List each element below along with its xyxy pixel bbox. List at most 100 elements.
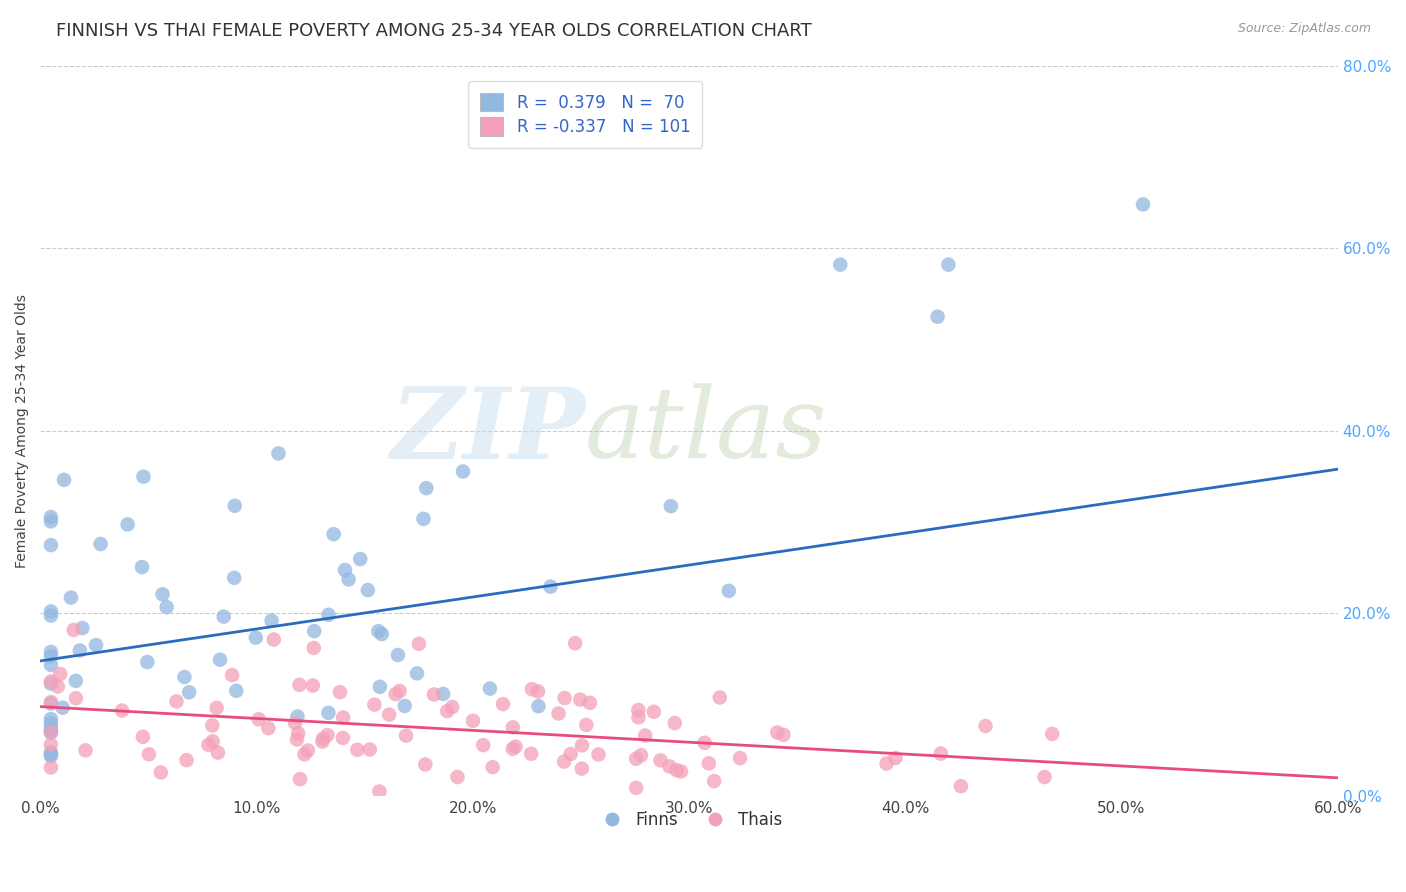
Point bbox=[650, 753, 672, 767]
Point bbox=[225, 683, 247, 698]
Point bbox=[39, 748, 62, 763]
Point bbox=[285, 732, 308, 747]
Point bbox=[492, 697, 515, 711]
Point bbox=[267, 446, 290, 460]
Point bbox=[53, 473, 76, 487]
Point bbox=[974, 719, 997, 733]
Point bbox=[49, 667, 72, 681]
Point bbox=[39, 608, 62, 623]
Point bbox=[569, 692, 592, 706]
Point bbox=[39, 674, 62, 689]
Point bbox=[367, 624, 389, 639]
Point bbox=[579, 696, 602, 710]
Point bbox=[302, 624, 325, 639]
Point bbox=[257, 721, 280, 735]
Point bbox=[39, 725, 62, 739]
Point bbox=[630, 748, 652, 763]
Point bbox=[929, 747, 952, 761]
Point bbox=[39, 712, 62, 726]
Point bbox=[39, 695, 62, 709]
Point bbox=[69, 643, 91, 657]
Point bbox=[693, 736, 716, 750]
Point bbox=[658, 759, 681, 773]
Point bbox=[451, 465, 474, 479]
Point bbox=[165, 694, 187, 708]
Text: FINNISH VS THAI FEMALE POVERTY AMONG 25-34 YEAR OLDS CORRELATION CHART: FINNISH VS THAI FEMALE POVERTY AMONG 25-… bbox=[56, 22, 813, 40]
Point bbox=[481, 760, 503, 774]
Point bbox=[346, 743, 368, 757]
Point bbox=[669, 764, 692, 779]
Point bbox=[39, 721, 62, 735]
Point bbox=[322, 527, 344, 541]
Point bbox=[39, 697, 62, 711]
Point bbox=[39, 676, 62, 690]
Point bbox=[224, 571, 246, 585]
Point bbox=[571, 739, 593, 753]
Point bbox=[703, 774, 725, 789]
Point bbox=[221, 668, 243, 682]
Point bbox=[288, 678, 311, 692]
Point bbox=[359, 742, 381, 756]
Point bbox=[156, 600, 179, 615]
Point bbox=[830, 258, 852, 272]
Text: atlas: atlas bbox=[585, 384, 828, 478]
Point bbox=[245, 631, 267, 645]
Point bbox=[665, 763, 688, 777]
Point bbox=[179, 685, 201, 699]
Point bbox=[1033, 770, 1056, 784]
Point bbox=[132, 469, 155, 483]
Point bbox=[39, 649, 62, 664]
Point bbox=[717, 583, 740, 598]
Point bbox=[502, 720, 524, 734]
Point bbox=[65, 691, 87, 706]
Point bbox=[75, 743, 97, 757]
Point bbox=[329, 685, 352, 699]
Point bbox=[406, 666, 429, 681]
Legend: Finns, Thais: Finns, Thais bbox=[589, 804, 789, 835]
Point bbox=[624, 752, 647, 766]
Point bbox=[288, 772, 311, 786]
Point bbox=[333, 563, 356, 577]
Point bbox=[357, 583, 380, 598]
Point bbox=[527, 699, 550, 714]
Point bbox=[938, 258, 960, 272]
Point bbox=[395, 729, 418, 743]
Point bbox=[287, 726, 309, 740]
Point bbox=[247, 712, 270, 726]
Point bbox=[39, 657, 62, 672]
Point bbox=[1040, 727, 1063, 741]
Point bbox=[415, 481, 437, 495]
Point bbox=[65, 673, 87, 688]
Point bbox=[627, 710, 650, 724]
Point bbox=[772, 728, 794, 742]
Point bbox=[472, 738, 495, 752]
Point bbox=[436, 704, 458, 718]
Point bbox=[287, 709, 309, 723]
Point bbox=[173, 670, 195, 684]
Point bbox=[284, 716, 307, 731]
Point bbox=[697, 756, 720, 771]
Point bbox=[39, 510, 62, 524]
Point bbox=[571, 762, 593, 776]
Point bbox=[554, 691, 576, 706]
Point bbox=[588, 747, 610, 762]
Point bbox=[575, 718, 598, 732]
Point bbox=[132, 730, 155, 744]
Point bbox=[111, 704, 134, 718]
Point bbox=[553, 755, 575, 769]
Point bbox=[876, 756, 898, 771]
Point bbox=[412, 512, 434, 526]
Point bbox=[209, 653, 232, 667]
Point bbox=[260, 614, 283, 628]
Point bbox=[39, 724, 62, 739]
Point bbox=[72, 621, 94, 635]
Point bbox=[413, 757, 436, 772]
Point bbox=[302, 640, 325, 655]
Point bbox=[520, 747, 543, 761]
Point bbox=[378, 707, 401, 722]
Point bbox=[39, 538, 62, 552]
Point bbox=[318, 607, 340, 622]
Point bbox=[446, 770, 468, 784]
Point bbox=[62, 623, 84, 637]
Point bbox=[138, 747, 160, 762]
